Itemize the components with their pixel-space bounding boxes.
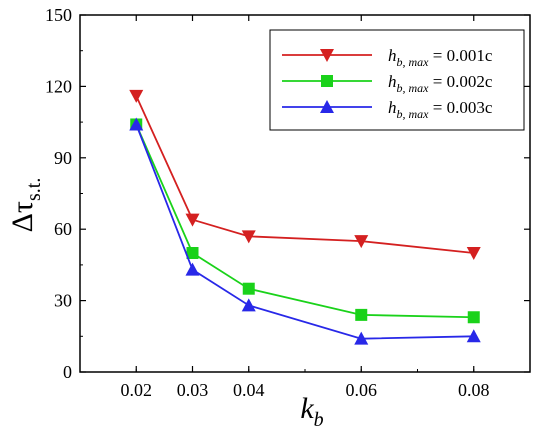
legend-item: hb, max = 0.002c [282, 72, 493, 95]
data-point-marker [242, 282, 255, 295]
data-point-marker [186, 247, 199, 259]
y-tick-label: 120 [45, 76, 72, 96]
legend-label-base: h [388, 98, 397, 117]
legend-item: hb, max = 0.001c [282, 46, 493, 69]
data-point-marker [185, 262, 200, 276]
legend-label-value: = 0.001c [429, 46, 493, 65]
data-point-marker [129, 117, 144, 131]
y-tick-label: 90 [54, 148, 72, 168]
x-axis-label-base: k [300, 392, 314, 425]
axis-ticks: 0 30 60 90 120 150 0.02 0.03 0.04 0.06 0.08 [45, 5, 531, 400]
data-point-marker [241, 230, 256, 244]
x-axis-label: kb [300, 392, 323, 431]
y-tick-label: 60 [54, 219, 72, 239]
legend-marker [321, 75, 333, 87]
legend-label-subscript: b, max [397, 107, 430, 121]
legend-label-value: = 0.003c [429, 98, 493, 117]
data-point-marker [466, 247, 481, 260]
legend-label-base: h [388, 72, 397, 91]
legend-label-value: = 0.002c [429, 72, 493, 91]
legend-marker [320, 49, 334, 62]
y-tick-label: 150 [45, 5, 72, 25]
y-axis-label: Δτs.t. [6, 178, 45, 233]
data-point-marker [129, 89, 144, 103]
legend-label: hb, max = 0.001c [388, 46, 493, 69]
series-line [135, 124, 474, 340]
legend-item: hb, max = 0.003c [282, 98, 493, 121]
data-point-marker [467, 311, 480, 324]
legend-label-subscript: b, max [397, 81, 430, 95]
data-point-marker [185, 213, 200, 227]
series-2 [130, 118, 480, 324]
series-lines [129, 89, 481, 345]
x-tick-label: 0.06 [346, 380, 378, 400]
legend-label-subscript: b, max [397, 55, 430, 69]
x-tick-label: 0.04 [233, 380, 265, 400]
legend-marker [320, 100, 334, 113]
x-tick-label: 0.03 [177, 380, 209, 400]
data-point-marker [355, 308, 368, 321]
y-tick-label: 30 [54, 291, 72, 311]
legend-label-base: h [388, 46, 397, 65]
y-axis-label-base: Δτ [6, 201, 39, 232]
y-axis-label-subscript: s.t. [23, 178, 45, 201]
x-tick-label: 0.02 [121, 380, 153, 400]
legend-box [269, 29, 525, 131]
series-3 [129, 117, 481, 345]
data-point-marker [354, 331, 369, 345]
legend-label: hb, max = 0.002c [388, 72, 493, 95]
data-point-marker [466, 329, 481, 343]
series-1 [129, 89, 481, 260]
legend-label: hb, max = 0.003c [388, 98, 493, 121]
series-line [135, 124, 474, 319]
x-tick-label: 0.08 [458, 380, 490, 400]
y-tick-label: 0 [63, 362, 72, 382]
data-point-marker [241, 298, 256, 312]
x-axis-label-subscript: b [314, 409, 324, 431]
data-point-marker [354, 235, 369, 249]
